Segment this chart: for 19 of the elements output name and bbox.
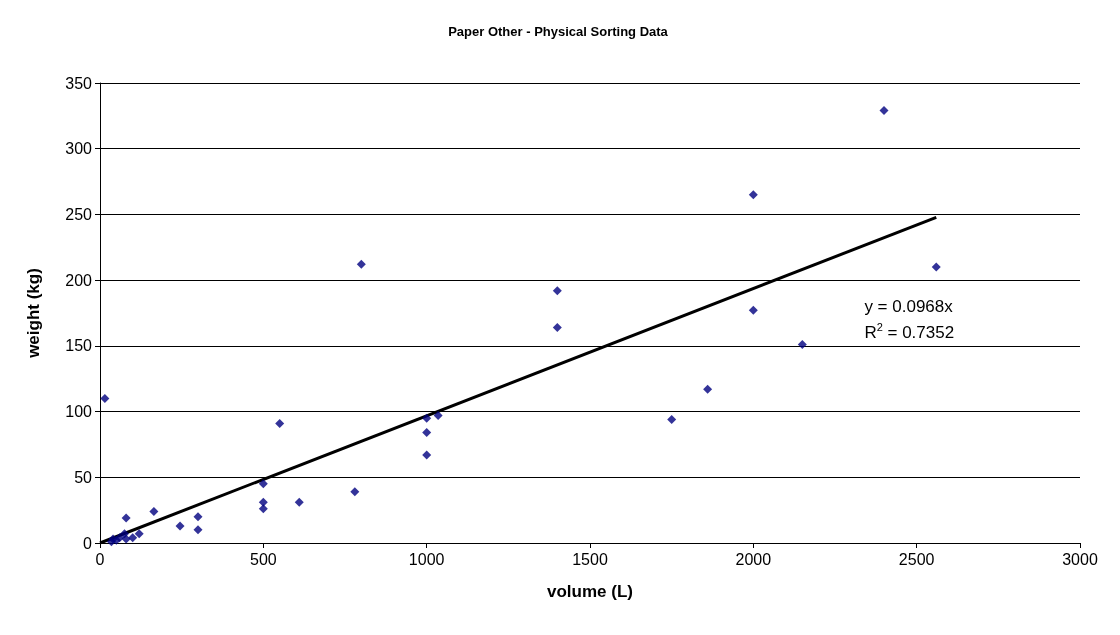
x-tick-label: 1000 — [408, 550, 445, 568]
y-tick-label: 0 — [83, 534, 93, 552]
y-axis-title: weight (kg) — [24, 268, 43, 359]
y-tick-label: 350 — [65, 74, 93, 92]
x-tick-label: 0 — [95, 550, 105, 568]
y-tick-label: 250 — [65, 205, 93, 223]
x-tick-label: 500 — [249, 550, 277, 568]
x-axis-title: volume (L) — [547, 582, 633, 601]
y-tick-label: 200 — [65, 271, 93, 289]
y-tick-label: 150 — [65, 337, 93, 355]
x-tick-label: 1500 — [572, 550, 608, 568]
y-tick-label: 50 — [74, 468, 93, 486]
x-tick-label: 3000 — [1062, 550, 1098, 568]
y-tick-label: 100 — [65, 403, 93, 421]
x-tick-label: 2500 — [898, 550, 935, 568]
y-tick-label: 300 — [65, 140, 93, 158]
annotation: y = 0.0968x — [864, 296, 954, 316]
chart-title: Paper Other - Physical Sorting Data — [448, 24, 669, 39]
x-tick-label: 2000 — [735, 550, 772, 568]
